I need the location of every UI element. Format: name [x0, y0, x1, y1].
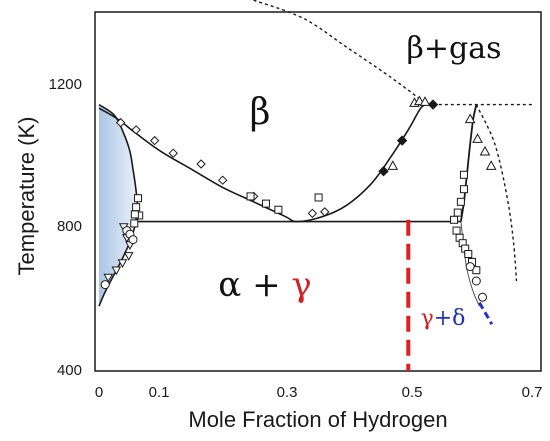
marker-square-0	[246, 192, 255, 201]
marker-circle-6	[478, 292, 488, 302]
x-tick-label-0.1: 0.1	[149, 384, 170, 401]
marker-triangle-up-3	[419, 96, 431, 106]
plot-layer	[98, 0, 532, 371]
marker-diamond-filled-0	[378, 165, 389, 177]
marker-triangle-down-5	[111, 266, 122, 276]
region-label-beta-gas: β+gas	[407, 31, 502, 66]
marker-square-3	[314, 193, 323, 202]
marker-diamond-filled-2	[427, 99, 439, 110]
marker-triangle-up-6	[479, 145, 491, 156]
x-tick-label-0.7: 0.7	[522, 384, 543, 401]
alpha-region-fill	[99, 104, 138, 307]
region-label-gamma-delta-gamma: γ	[421, 306, 434, 331]
marker-square-14	[452, 226, 461, 235]
beta-gas-boundary-dotted	[253, 0, 428, 106]
marker-square-8	[130, 210, 139, 219]
marker-square-13	[459, 170, 468, 179]
marker-triangle-down-3	[123, 252, 134, 261]
y-tick-label-1200: 1200	[49, 76, 82, 93]
region-label-gamma-delta: γ+δ	[421, 306, 466, 331]
x-axis-title: Mole Fraction of Hydrogen	[188, 407, 447, 432]
marker-circle-3	[100, 280, 110, 290]
marker-triangle-up-5	[472, 133, 483, 143]
x-tick-label-0.3: 0.3	[277, 384, 298, 401]
region-label-beta: β	[250, 92, 271, 133]
marker-triangle-down-6	[103, 273, 114, 283]
marker-circle-4	[465, 262, 475, 272]
beta-boundary-line	[98, 103, 428, 223]
marker-square-11	[456, 197, 465, 206]
marker-circle-5	[471, 276, 481, 286]
x-tick-label-0: 0	[95, 384, 103, 401]
plot-frame	[94, 11, 542, 372]
marker-diamond-open-4	[196, 159, 206, 169]
marker-triangle-up-7	[485, 160, 497, 170]
marker-diamond-filled-1	[396, 135, 408, 146]
marker-square-12	[459, 185, 468, 194]
y-axis-title: Temperature (K)	[14, 117, 39, 276]
marker-square-5	[132, 203, 141, 212]
marker-square-6	[133, 194, 142, 203]
region-label-gamma-delta-delta: δ	[452, 306, 465, 331]
y-tick-label-800: 800	[57, 218, 82, 235]
marker-square-2	[274, 205, 283, 214]
marker-triangle-up-0	[387, 160, 399, 170]
region-label-gamma-delta-plus: +	[434, 306, 452, 331]
delta-dashed-curve	[478, 301, 494, 325]
marker-triangle-down-4	[117, 259, 128, 269]
region-label-gamma-red: γ	[291, 265, 311, 305]
marker-triangle-up-4	[464, 113, 476, 124]
marker-square-10	[453, 208, 462, 217]
marker-square-1	[262, 199, 271, 208]
x-tick-label-0.5: 0.5	[402, 384, 423, 401]
region-label-alpha-gamma: α + γ	[218, 265, 311, 305]
marker-diamond-open-8	[320, 207, 330, 217]
marker-diamond-open-0	[115, 117, 126, 128]
marker-diamond-open-5	[218, 175, 228, 185]
marker-diamond-open-2	[149, 135, 160, 146]
marker-square-18	[464, 250, 473, 258]
right-boundary-dotted	[475, 104, 518, 282]
marker-diamond-open-1	[131, 125, 141, 135]
marker-circle-2	[128, 235, 138, 245]
marker-square-7	[130, 219, 139, 228]
region-label-alpha-gamma-prefix: α +	[218, 265, 291, 305]
y-tick-label-400: 400	[57, 362, 82, 379]
marker-diamond-open-7	[307, 208, 318, 219]
marker-diamond-open-3	[168, 148, 178, 158]
marker-square-9	[450, 215, 459, 224]
